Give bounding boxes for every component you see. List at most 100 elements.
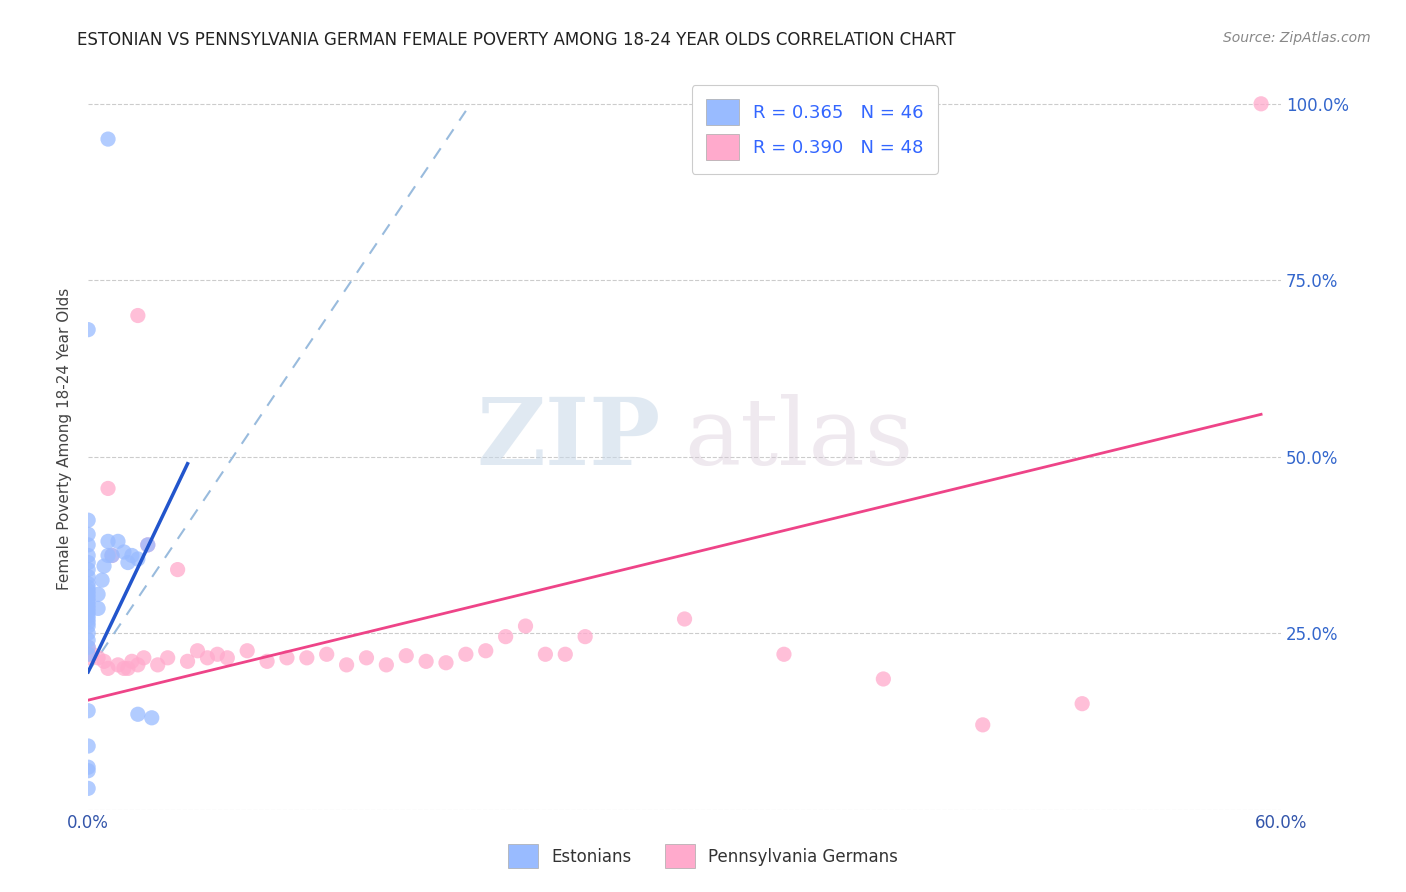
- Point: [77, 608, 100, 623]
- Point: [127, 657, 149, 672]
- Point: [97, 132, 120, 146]
- Point: [673, 612, 696, 626]
- Text: atlas: atlas: [685, 394, 914, 484]
- Point: [77, 650, 100, 665]
- Point: [77, 563, 100, 577]
- Point: [77, 647, 100, 661]
- Point: [77, 598, 100, 612]
- Point: [454, 647, 477, 661]
- Point: [495, 630, 517, 644]
- Point: [207, 647, 229, 661]
- Point: [77, 580, 100, 594]
- Point: [554, 647, 576, 661]
- Point: [107, 657, 129, 672]
- Point: [117, 556, 139, 570]
- Point: [77, 612, 100, 626]
- Point: [872, 672, 894, 686]
- Point: [117, 661, 139, 675]
- Legend: R = 0.365   N = 46, R = 0.390   N = 48: R = 0.365 N = 46, R = 0.390 N = 48: [692, 85, 938, 174]
- Point: [127, 707, 149, 722]
- Point: [87, 587, 110, 601]
- Point: [77, 587, 100, 601]
- Point: [136, 538, 159, 552]
- Point: [77, 626, 100, 640]
- Text: Source: ZipAtlas.com: Source: ZipAtlas.com: [1223, 31, 1371, 45]
- Point: [93, 654, 115, 668]
- Text: ESTONIAN VS PENNSYLVANIA GERMAN FEMALE POVERTY AMONG 18-24 YEAR OLDS CORRELATION: ESTONIAN VS PENNSYLVANIA GERMAN FEMALE P…: [77, 31, 956, 49]
- Point: [77, 781, 100, 796]
- Point: [773, 647, 796, 661]
- Point: [91, 573, 114, 587]
- Point: [295, 650, 318, 665]
- Point: [112, 545, 135, 559]
- Point: [77, 764, 100, 778]
- Point: [474, 644, 496, 658]
- Point: [77, 527, 100, 541]
- Point: [77, 583, 100, 598]
- Point: [121, 654, 143, 668]
- Point: [156, 650, 179, 665]
- Point: [77, 513, 100, 527]
- Point: [101, 549, 124, 563]
- Point: [87, 650, 110, 665]
- Point: [97, 549, 120, 563]
- Point: [97, 534, 120, 549]
- Point: [395, 648, 418, 663]
- Point: [77, 760, 100, 774]
- Point: [82, 647, 104, 661]
- Point: [77, 549, 100, 563]
- Point: [77, 591, 100, 605]
- Point: [112, 661, 135, 675]
- Point: [315, 647, 337, 661]
- Point: [236, 644, 259, 658]
- Point: [127, 309, 149, 323]
- Point: [197, 650, 219, 665]
- Point: [77, 615, 100, 630]
- Point: [77, 576, 100, 591]
- Point: [534, 647, 557, 661]
- Point: [146, 657, 169, 672]
- Point: [77, 704, 100, 718]
- Point: [336, 657, 359, 672]
- Point: [77, 739, 100, 753]
- Point: [415, 654, 437, 668]
- Text: ZIP: ZIP: [477, 394, 661, 484]
- Point: [77, 538, 100, 552]
- Point: [97, 482, 120, 496]
- Point: [972, 718, 994, 732]
- Point: [186, 644, 208, 658]
- Point: [107, 534, 129, 549]
- Point: [515, 619, 537, 633]
- Point: [77, 594, 100, 608]
- Point: [127, 552, 149, 566]
- Point: [77, 569, 100, 583]
- Point: [97, 661, 120, 675]
- Point: [77, 605, 100, 619]
- Legend: Estonians, Pennsylvania Germans: Estonians, Pennsylvania Germans: [502, 838, 904, 875]
- Point: [132, 650, 155, 665]
- Y-axis label: Female Poverty Among 18-24 Year Olds: Female Poverty Among 18-24 Year Olds: [58, 288, 72, 591]
- Point: [176, 654, 198, 668]
- Point: [77, 601, 100, 615]
- Point: [356, 650, 378, 665]
- Point: [1250, 96, 1272, 111]
- Point: [574, 630, 596, 644]
- Point: [1071, 697, 1094, 711]
- Point: [77, 633, 100, 648]
- Point: [141, 711, 163, 725]
- Point: [434, 656, 457, 670]
- Point: [101, 549, 124, 563]
- Point: [77, 619, 100, 633]
- Point: [166, 563, 188, 577]
- Point: [93, 559, 115, 574]
- Point: [136, 538, 159, 552]
- Point: [87, 601, 110, 615]
- Point: [121, 549, 143, 563]
- Point: [375, 657, 398, 672]
- Point: [217, 650, 239, 665]
- Point: [256, 654, 278, 668]
- Point: [77, 556, 100, 570]
- Point: [77, 640, 100, 655]
- Point: [276, 650, 298, 665]
- Point: [77, 640, 100, 655]
